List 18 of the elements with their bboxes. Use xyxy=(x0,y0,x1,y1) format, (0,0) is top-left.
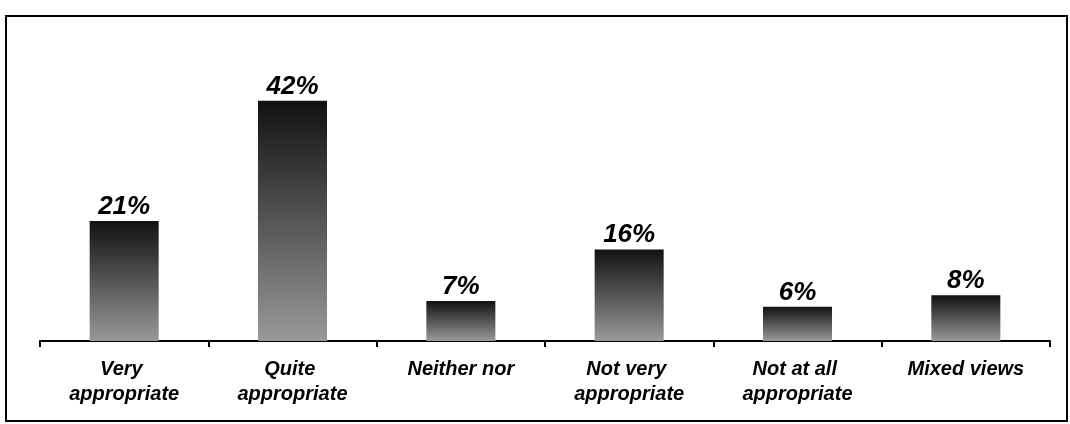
x-tick-label: Neither nor xyxy=(407,356,516,379)
data-label: 6% xyxy=(778,275,817,306)
x-tick-label: Very appropriate xyxy=(69,356,180,404)
data-label: 21% xyxy=(97,189,151,220)
bar xyxy=(89,220,159,341)
x-tick-label: Not at all appropriate xyxy=(742,356,853,404)
x-tick-label: Not very appropriate xyxy=(574,356,685,404)
data-label: 8% xyxy=(947,264,985,295)
bar xyxy=(762,306,833,341)
bar xyxy=(426,300,496,341)
data-label: 16% xyxy=(603,218,656,249)
bar xyxy=(257,100,328,341)
bar xyxy=(931,295,1001,341)
x-tick-label: Mixed views xyxy=(907,356,1025,379)
x-tick-label: Quite appropriate xyxy=(237,356,348,404)
bar xyxy=(594,249,664,341)
data-label: 42% xyxy=(265,69,319,100)
data-label: 7% xyxy=(442,269,480,300)
